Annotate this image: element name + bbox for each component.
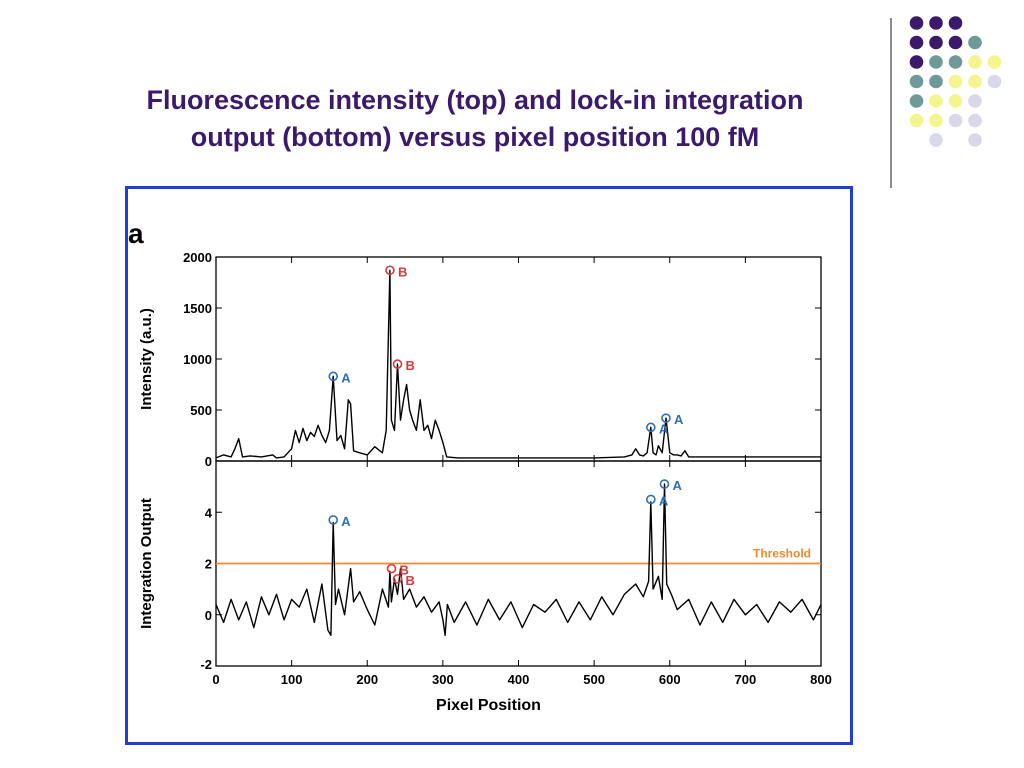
decorative-dot xyxy=(909,74,924,89)
decorative-dot xyxy=(948,35,963,50)
x-tick-label: 600 xyxy=(659,672,681,687)
peak-marker xyxy=(646,494,656,505)
y-tick-label: 1000 xyxy=(183,352,212,367)
data-series-line xyxy=(215,269,821,459)
peak-label: B xyxy=(406,358,415,373)
peak-marker xyxy=(328,515,339,525)
decorative-dot xyxy=(968,74,982,89)
plot-frame xyxy=(215,256,822,462)
decorative-dot xyxy=(948,94,963,108)
peak-marker xyxy=(659,479,670,489)
decorative-dot xyxy=(948,55,963,69)
x-tick-label: 700 xyxy=(735,672,757,687)
decorative-dot xyxy=(968,113,982,128)
slide-title: Fluorescence intensity (top) and lock-in… xyxy=(60,82,890,156)
peak-marker xyxy=(328,371,339,382)
peak-marker xyxy=(385,265,395,276)
y-tick-label: 500 xyxy=(190,403,212,418)
decorative-dot xyxy=(968,94,982,108)
x-tick-label: 0 xyxy=(212,672,219,687)
decorative-dot xyxy=(987,74,1002,89)
peak-label: A xyxy=(674,412,684,427)
x-tick-label: 100 xyxy=(281,672,303,687)
decorative-dot xyxy=(929,16,943,30)
y-axis-label: Integration Output xyxy=(138,498,155,629)
decorative-dot xyxy=(968,133,982,147)
threshold-label: Threshold xyxy=(753,547,811,561)
decorative-dot xyxy=(929,35,943,50)
x-tick-label: 200 xyxy=(356,672,378,687)
decorative-dot xyxy=(929,113,943,128)
peak-label: A xyxy=(672,478,682,493)
decorative-dot xyxy=(948,16,963,30)
title-divider xyxy=(890,18,892,188)
peak-label: B xyxy=(399,563,408,578)
decorative-dot xyxy=(987,55,1002,69)
y-tick-label: 0 xyxy=(205,608,212,623)
x-tick-label: 400 xyxy=(508,672,530,687)
decorative-dot xyxy=(929,74,943,89)
y-tick-label: 0 xyxy=(205,454,212,469)
peak-marker xyxy=(392,574,403,584)
peak-marker xyxy=(392,359,403,369)
decorative-dot xyxy=(929,55,943,69)
slide-title-line-2: output (bottom) versus pixel position 10… xyxy=(190,122,760,152)
y-tick-label: 4 xyxy=(205,505,213,520)
x-tick-label: 300 xyxy=(432,672,454,687)
decorative-dot xyxy=(948,74,963,89)
peak-label: A xyxy=(341,514,351,529)
x-axis-label: Pixel Position xyxy=(436,697,541,714)
decorative-dot xyxy=(909,113,924,128)
y-tick-label: 2 xyxy=(205,557,212,572)
decorative-dot xyxy=(909,94,924,108)
slide-title-line-1: Fluorescence intensity (top) and lock-in… xyxy=(146,85,804,115)
y-axis-label: Intensity (a.u.) xyxy=(138,308,155,410)
panel-label: a xyxy=(128,218,144,249)
peak-marker xyxy=(646,422,656,433)
peak-label: A xyxy=(659,421,669,436)
data-series-line xyxy=(215,483,822,636)
figure-frame: 0 500 1000 1500 2000 A B B A A Intensity (a.u.) a -2… xyxy=(125,186,853,745)
decorative-dot xyxy=(948,113,963,128)
decorative-dot xyxy=(929,94,943,108)
x-tick-label: 500 xyxy=(583,672,605,687)
decorative-dot xyxy=(909,55,924,69)
peak-label: A xyxy=(659,493,669,508)
peak-marker xyxy=(386,563,397,574)
decorative-dot xyxy=(909,35,924,50)
x-tick-label: 800 xyxy=(810,672,832,687)
y-tick-label: -2 xyxy=(200,657,212,672)
peak-label: A xyxy=(341,370,351,385)
decorative-dot xyxy=(929,133,943,147)
peak-marker xyxy=(661,413,671,423)
decorative-dot xyxy=(909,16,924,30)
y-tick-label: 2000 xyxy=(183,250,212,265)
decorative-dot xyxy=(968,35,982,50)
peak-label: B xyxy=(406,573,415,588)
decorative-dot xyxy=(968,55,982,69)
peak-label: B xyxy=(398,264,407,279)
y-tick-label: 1500 xyxy=(183,301,212,316)
decorative-dot-grid xyxy=(909,16,1002,147)
